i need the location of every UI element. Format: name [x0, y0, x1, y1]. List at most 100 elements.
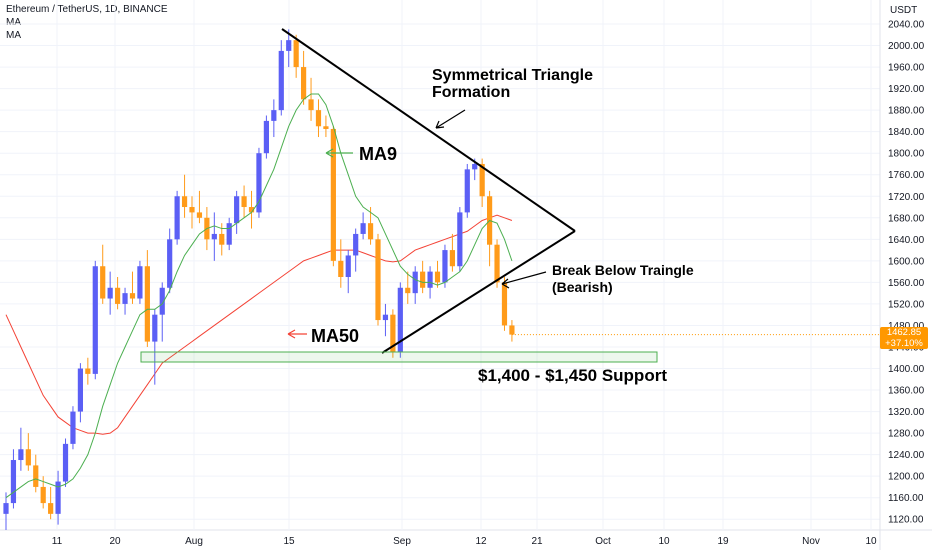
candle-body: [144, 266, 150, 342]
y-tick-label: 1560.00: [888, 278, 925, 289]
candle-body: [92, 266, 98, 374]
candle-body: [18, 449, 24, 461]
x-tick-label: 12: [475, 536, 487, 547]
candle-body: [286, 40, 292, 51]
candle-body: [256, 153, 262, 213]
y-tick-label: 1320.00: [888, 407, 925, 418]
candle-body: [420, 271, 426, 288]
candle-body: [472, 163, 478, 170]
candle-body: [360, 223, 366, 234]
x-tick-label: Oct: [595, 536, 611, 547]
candle-body: [152, 314, 158, 342]
candle-body: [226, 223, 232, 245]
candle-body: [248, 207, 255, 213]
y-tick-label: 2040.00: [888, 20, 925, 31]
candle-body: [457, 212, 463, 267]
y-tick-label: 1240.00: [888, 450, 925, 461]
candle-body: [10, 460, 17, 504]
x-tick-label: 21: [531, 536, 543, 547]
candle-body: [315, 110, 322, 127]
candle-body: [48, 503, 54, 514]
ma50-line: [5, 214, 513, 435]
candle-body: [100, 266, 106, 299]
triangle-lower-line: [381, 230, 576, 354]
candle-body: [25, 449, 31, 466]
arrow-icon: [325, 148, 353, 158]
ma50-line-layer: [5, 214, 513, 435]
candle-body: [70, 411, 76, 444]
arrow-icon: [501, 271, 547, 289]
x-tick-label: 10: [658, 536, 670, 547]
candle-body: [159, 287, 165, 315]
candle-body: [494, 244, 500, 283]
x-tick-label: 10: [865, 536, 877, 547]
x-tick-label: 20: [109, 536, 121, 547]
x-tick-label: Aug: [185, 536, 203, 547]
candle-body: [234, 196, 240, 224]
candle-body: [308, 99, 314, 111]
support-label: $1,400 - $1,450 Support: [478, 366, 667, 385]
candle-body: [55, 481, 61, 514]
candle-body: [181, 196, 188, 208]
candle-body: [301, 67, 307, 100]
ma9-line-layer: [5, 93, 513, 499]
candle-body: [345, 255, 351, 278]
candle-body: [219, 233, 225, 245]
candle-body: [241, 196, 247, 208]
y-tick-label: 1520.00: [888, 299, 925, 310]
candle-body: [442, 250, 448, 283]
candle-body: [330, 128, 336, 261]
y-tick-label: 2000.00: [888, 41, 925, 52]
x-tick-label: Sep: [393, 536, 411, 547]
y-tick-label: 1840.00: [888, 127, 925, 138]
candle-body: [464, 169, 470, 213]
y-tick-label: 1600.00: [888, 256, 925, 267]
y-tick-label: 1960.00: [888, 63, 925, 74]
candle-body: [189, 207, 195, 213]
y-tick-label: 1720.00: [888, 192, 925, 203]
candle-body: [196, 212, 203, 218]
arrow-icon: [287, 329, 307, 339]
y-tick-label: 1200.00: [888, 472, 925, 483]
candle-body: [412, 271, 418, 294]
x-tick-label: 15: [283, 536, 295, 547]
candle-body: [375, 239, 381, 321]
x-tick-label: 11: [52, 536, 63, 547]
candle-body: [449, 250, 455, 267]
y-tick-label: 1800.00: [888, 149, 925, 160]
triangle-title-line1: Symmetrical Triangle: [432, 67, 593, 84]
triangle-title-line2: Formation: [432, 84, 510, 101]
candle-body: [434, 271, 441, 283]
candle-body: [367, 223, 374, 240]
candle-body: [107, 287, 113, 299]
ma-legend-2[interactable]: MA: [6, 30, 21, 41]
y-tick-label: 1760.00: [888, 170, 925, 181]
break-label: Break Below Traingle: [552, 262, 694, 278]
candle-body: [405, 287, 411, 294]
candle-body: [137, 266, 143, 299]
candle-body: [390, 314, 396, 353]
ma9-label: MA9: [359, 144, 397, 164]
y-tick-label: 1360.00: [888, 386, 925, 397]
y-tick-label: 1160.00: [888, 493, 924, 504]
y-tick-label: 1400.00: [888, 364, 925, 375]
candle-body: [129, 293, 136, 299]
candle-body: [62, 443, 69, 482]
x-tick-label: Nov: [802, 536, 820, 547]
arrow-icon: [435, 109, 466, 129]
candle-body: [85, 368, 91, 374]
ma-legend-1[interactable]: MA: [6, 17, 21, 28]
candle-body: [323, 126, 329, 129]
candle-body: [33, 465, 39, 487]
candle-body: [77, 368, 83, 412]
candle-body: [211, 233, 217, 240]
y-tick-label: 1120.00: [888, 515, 924, 526]
ma50-label: MA50: [311, 326, 359, 346]
x-tick-label: 19: [717, 536, 729, 547]
candle-body: [397, 287, 403, 353]
candle-body: [338, 260, 344, 278]
current-price: 1462.85: [886, 327, 922, 338]
x-axis: 11 20 Aug 15 Sep 12 21 Oct 10 19 Nov 10: [52, 536, 877, 547]
